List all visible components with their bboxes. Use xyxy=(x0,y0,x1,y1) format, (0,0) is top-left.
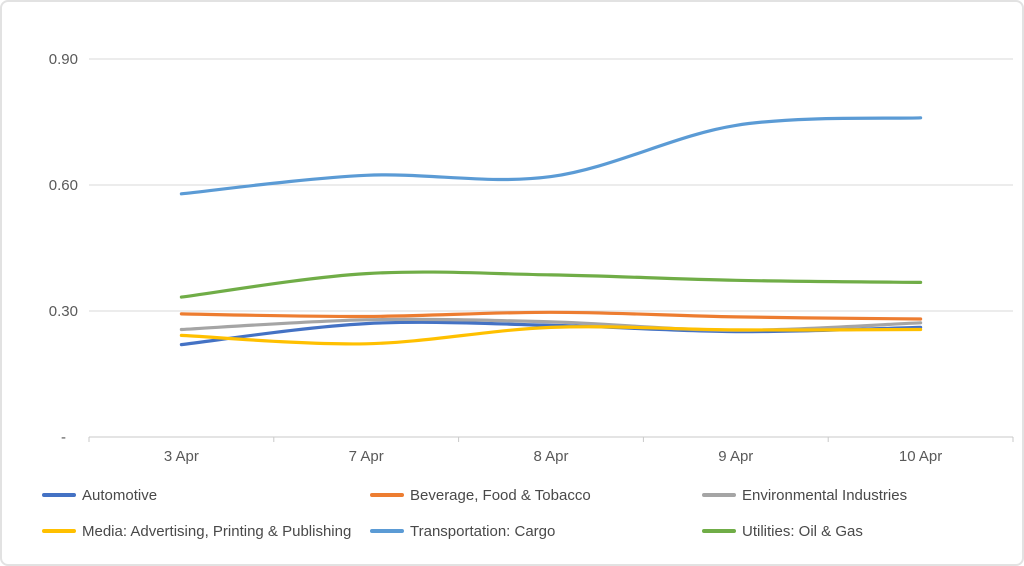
series-line-media-advertising-printing-publishing xyxy=(179,325,923,346)
series-line-utilities-oil-gas xyxy=(179,270,923,299)
series-line-beverage-food-tobacco xyxy=(179,310,923,321)
series-line-transportation-cargo xyxy=(179,116,923,196)
y-axis-label: 0.60 xyxy=(49,177,78,194)
x-axis-label: 8 Apr xyxy=(533,448,568,465)
x-axis-label: 9 Apr xyxy=(718,448,753,465)
x-axis-label: 3 Apr xyxy=(164,448,199,465)
y-axis-label: 0.90 xyxy=(49,51,78,68)
y-axis-label: 0.30 xyxy=(49,303,78,320)
x-axis-label: 10 Apr xyxy=(899,448,942,465)
y-axis-label: - xyxy=(61,429,66,446)
x-axis-label: 7 Apr xyxy=(349,448,384,465)
